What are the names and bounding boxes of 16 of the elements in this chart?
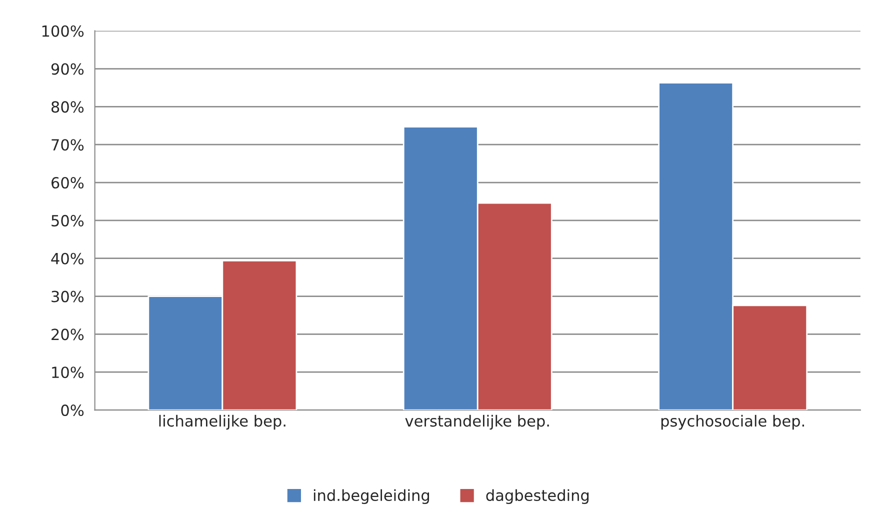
y-tick-label: 80% xyxy=(51,101,84,113)
y-tick-label: 50% xyxy=(52,214,84,226)
x-tick-label: verstandelijke bep. xyxy=(405,414,549,430)
legend-label: ind.begeleiding xyxy=(314,489,430,504)
y-tick-label: 20% xyxy=(52,328,84,340)
y-tick-label: 30% xyxy=(52,290,84,302)
legend-label: dagbesteding xyxy=(486,489,589,504)
y-tick-label: 60% xyxy=(52,176,84,189)
y-tick-label: 70% xyxy=(52,139,84,151)
y-tick-label: 90% xyxy=(51,63,84,75)
x-tick-label: lichamelijke bep. xyxy=(159,414,286,430)
y-tick-label: 100% xyxy=(42,25,84,37)
y-tick-label: 0% xyxy=(61,404,84,416)
y-tick-label: 40% xyxy=(51,252,84,264)
y-tick-label: 10% xyxy=(52,366,84,378)
x-tick-label: psychosociale bep. xyxy=(661,414,804,430)
